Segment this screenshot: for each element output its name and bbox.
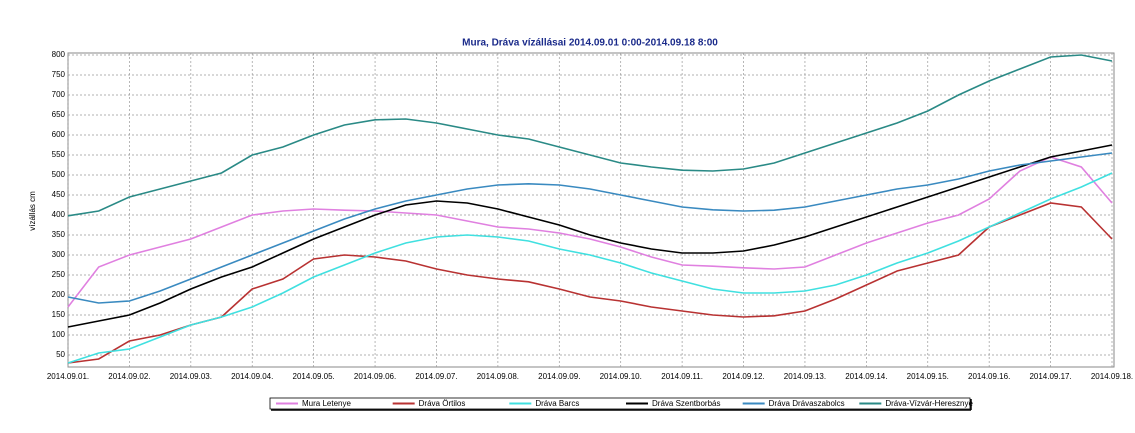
x-tick-label: 2014.09.03. — [170, 372, 212, 381]
x-tick-label: 2014.09.12. — [722, 372, 764, 381]
x-tick-label: 2014.09.15. — [907, 372, 949, 381]
y-tick-label: 100 — [52, 330, 66, 339]
series-line — [67, 144, 1113, 328]
series-line — [67, 202, 1113, 364]
legend-label: Dráva Barcs — [535, 399, 579, 408]
y-tick-label: 500 — [52, 170, 66, 179]
legend-label: Dráva Drávaszabolcs — [769, 399, 845, 408]
x-tick-label: 2014.09.13. — [784, 372, 826, 381]
x-tick-label: 2014.09.11. — [661, 372, 703, 381]
x-tick-label: 2014.09.17. — [1029, 372, 1071, 381]
y-tick-label: 350 — [52, 230, 66, 239]
y-tick-label: 750 — [52, 70, 66, 79]
y-tick-label: 800 — [52, 50, 66, 59]
series-line — [67, 172, 1113, 364]
y-tick-label: 50 — [56, 350, 65, 359]
x-tick-label: 2014.09.09. — [538, 372, 580, 381]
y-tick-label: 150 — [52, 310, 66, 319]
chart-title: Mura, Dráva vízállásai 2014.09.01 0:00-2… — [462, 38, 718, 49]
y-tick-label: 450 — [52, 190, 66, 199]
y-tick-label: 700 — [52, 90, 66, 99]
legend-box — [269, 397, 971, 410]
legend-label: Mura Letenye — [302, 399, 351, 408]
x-tick-label: 2014.09.16. — [968, 372, 1010, 381]
x-tick-label: 2014.09.18. — [1091, 372, 1133, 381]
y-tick-label: 250 — [52, 270, 66, 279]
x-tick-label: 2014.09.06. — [354, 372, 396, 381]
y-tick-label: 200 — [52, 290, 66, 299]
x-tick-label: 2014.09.05. — [293, 372, 335, 381]
series-line — [67, 54, 1113, 217]
x-tick-label: 2014.09.02. — [108, 372, 150, 381]
series-line — [67, 152, 1113, 304]
series-line — [67, 156, 1113, 308]
x-tick-label: 2014.09.10. — [600, 372, 642, 381]
legend-label: Dráva Örtilos — [419, 399, 466, 408]
legend-label: Dráva Szentborbás — [652, 399, 720, 408]
x-tick-label: 2014.09.04. — [231, 372, 273, 381]
x-tick-label: 2014.09.01. — [47, 372, 89, 381]
x-tick-label: 2014.09.07. — [415, 372, 457, 381]
y-tick-label: 600 — [52, 130, 66, 139]
y-tick-label: 400 — [52, 210, 66, 219]
x-tick-label: 2014.09.14. — [845, 372, 887, 381]
y-axis-label: vízállás cm — [28, 191, 37, 231]
y-tick-label: 300 — [52, 250, 66, 259]
legend-label: Dráva-Vízvár-Heresznye — [885, 399, 973, 408]
y-tick-label: 550 — [52, 150, 66, 159]
y-tick-label: 650 — [52, 110, 66, 119]
x-tick-label: 2014.09.08. — [477, 372, 519, 381]
